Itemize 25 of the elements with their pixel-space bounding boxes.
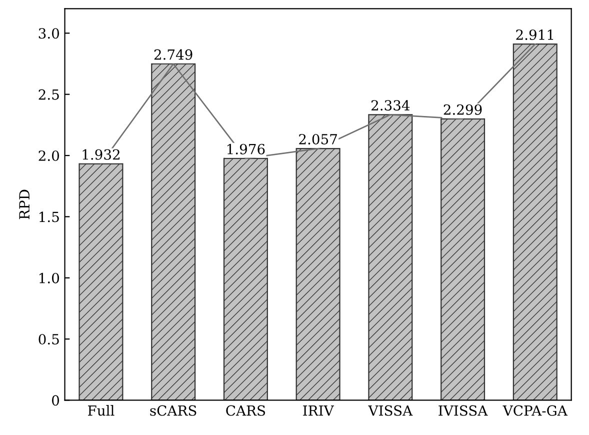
- x-tick-label: sCARS: [150, 405, 196, 416]
- y-tick-label: 0: [52, 395, 60, 406]
- data-label: 2.299: [444, 104, 482, 115]
- bar: [296, 148, 340, 400]
- y-tick-label: 1.5: [40, 212, 59, 222]
- data-label: 1.932: [82, 149, 120, 160]
- bar: [512, 44, 558, 400]
- x-tick-label: Full: [88, 405, 114, 416]
- data-label: 2.334: [371, 100, 410, 111]
- y-tick-label: 2.5: [38, 89, 59, 100]
- data-label: 2.057: [299, 134, 337, 144]
- x-tick-label: IRIV: [303, 405, 334, 416]
- y-tick-label: 0.5: [38, 334, 59, 344]
- data-label: 2.911: [516, 29, 554, 40]
- x-tick-label: IVISSA: [438, 405, 488, 416]
- data-label: 1.976: [228, 144, 265, 154]
- x-tick-label: VCPA-GA: [502, 405, 568, 416]
- y-axis-title: RPD: [19, 190, 30, 220]
- bar: [151, 63, 196, 400]
- y-tick-label: 1.0: [40, 272, 60, 284]
- x-tick-label: VISSA: [368, 405, 413, 416]
- y-tick-label: 2.0: [38, 150, 60, 161]
- data-label: 2.749: [154, 49, 192, 60]
- x-tick-label: CARS: [226, 405, 265, 416]
- y-tick-label: 3.0: [38, 28, 60, 39]
